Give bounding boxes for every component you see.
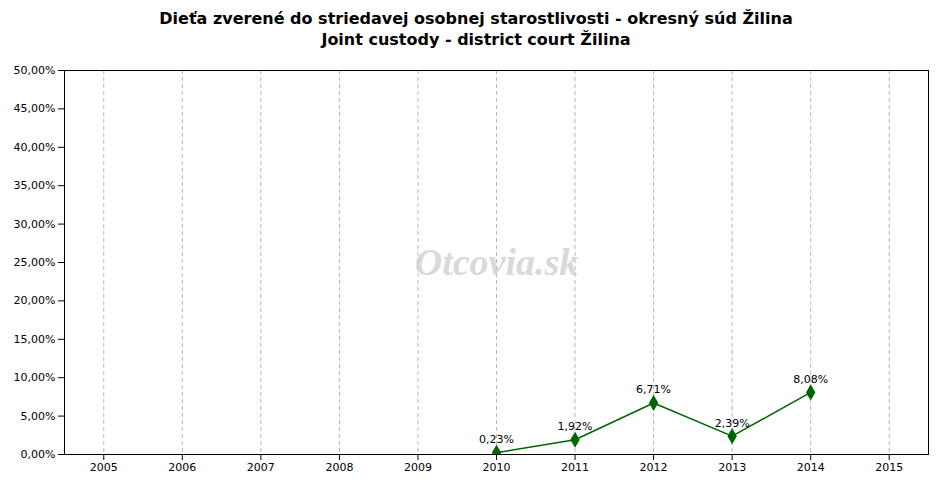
svg-text:2011: 2011 [561,461,589,474]
svg-text:10,00%: 10,00% [14,371,56,384]
svg-text:8,08%: 8,08% [793,373,828,386]
svg-text:2009: 2009 [404,461,432,474]
svg-text:2013: 2013 [718,461,746,474]
svg-text:2007: 2007 [247,461,275,474]
svg-text:30,00%: 30,00% [14,218,56,231]
svg-text:5,00%: 5,00% [21,410,56,423]
svg-text:2006: 2006 [168,461,196,474]
svg-text:2014: 2014 [797,461,825,474]
html-text:Joint custody - district court: Joint custody - district court Žilina [321,30,631,49]
svg-text:50,00%: 50,00% [14,64,56,77]
svg-text:1,92%: 1,92% [558,420,593,433]
svg-text:6,71%: 6,71% [636,383,671,396]
svg-text:35,00%: 35,00% [14,179,56,192]
svg-text:2012: 2012 [640,461,668,474]
svg-text:20,00%: 20,00% [14,294,56,307]
svg-text:40,00%: 40,00% [14,141,56,154]
svg-text:2,39%: 2,39% [715,417,750,430]
svg-text:2015: 2015 [875,461,903,474]
svg-text:2008: 2008 [325,461,353,474]
svg-text:Otcovia.sk: Otcovia.sk [415,241,579,283]
svg-text:25,00%: 25,00% [14,256,56,269]
html-text:Dieťa zverené do striedavej os: Dieťa zverené do striedavej osobnej star… [159,9,793,28]
svg-text:0,00%: 0,00% [21,448,56,461]
svg-text:45,00%: 45,00% [14,102,56,115]
svg-text:2010: 2010 [483,461,511,474]
svg-text:2005: 2005 [90,461,118,474]
svg-text:15,00%: 15,00% [14,333,56,346]
svg-text:0,23%: 0,23% [479,433,514,446]
